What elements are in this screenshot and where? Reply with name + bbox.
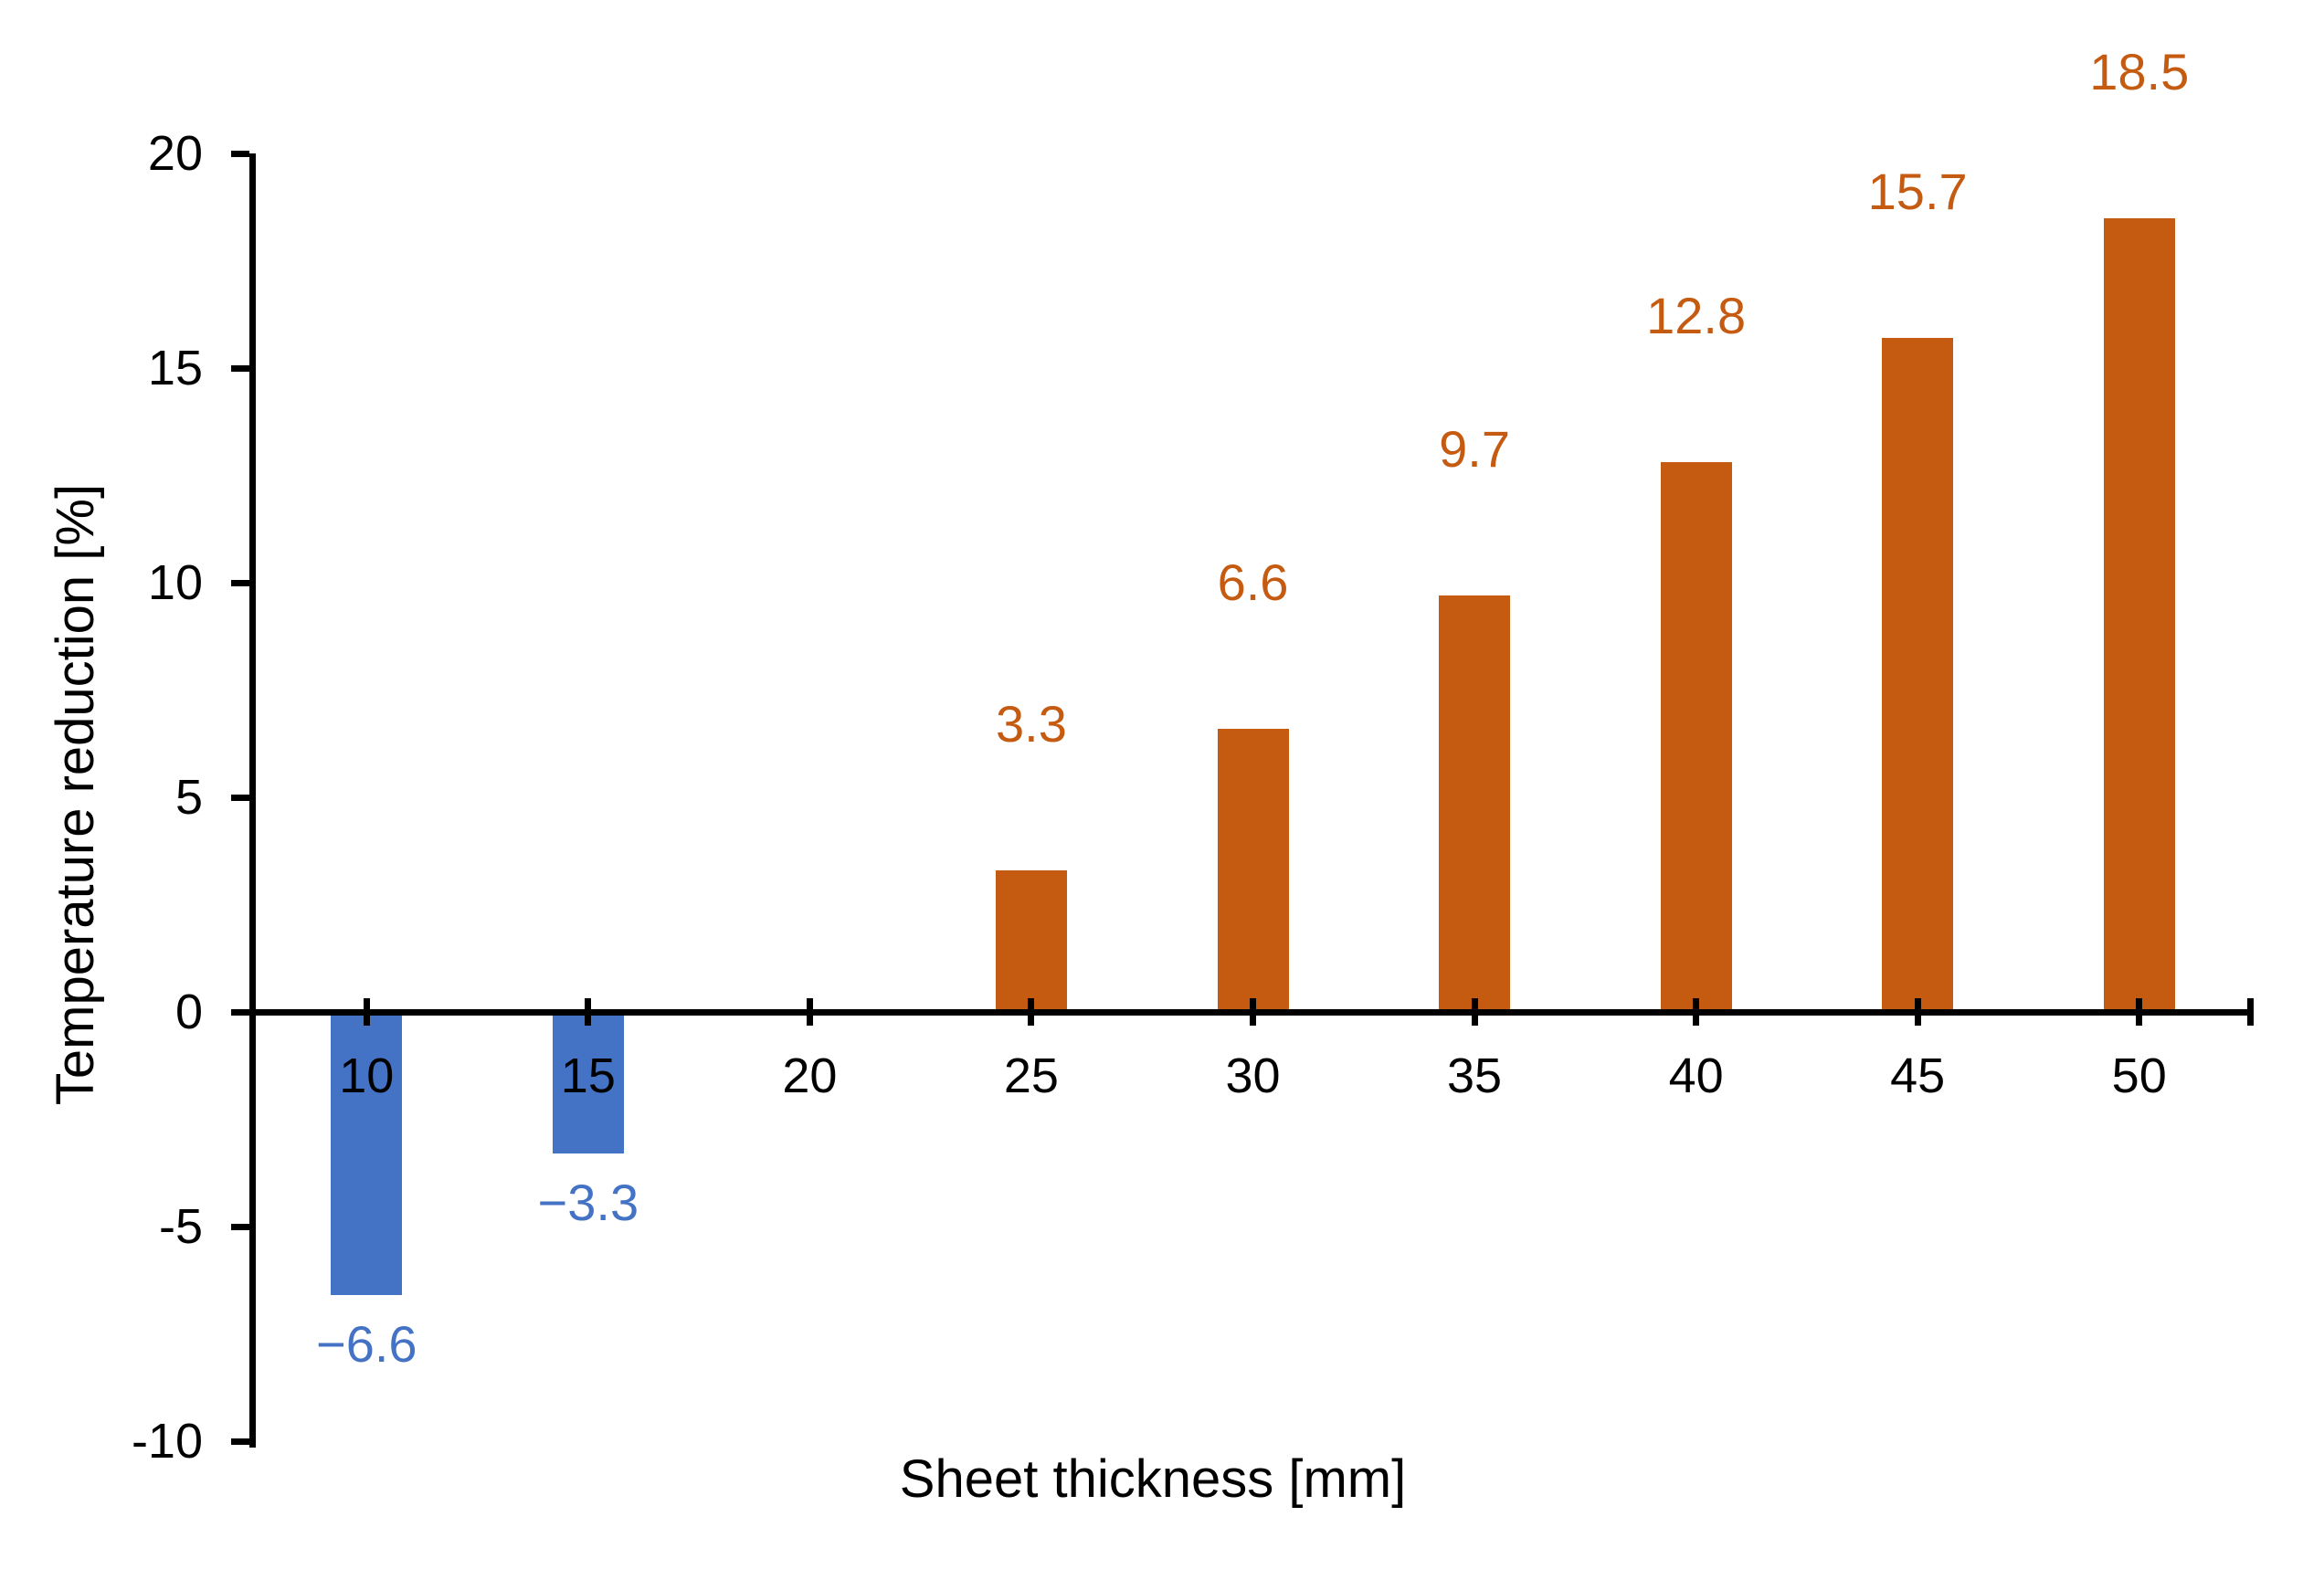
y-tick-label: -10 — [131, 1414, 203, 1469]
category-label: 15 — [560, 1048, 616, 1103]
category-tick — [2136, 998, 2143, 1026]
data-label: 3.3 — [996, 694, 1067, 753]
data-label: 9.7 — [1439, 420, 1510, 479]
x-axis-end-tick — [2246, 998, 2254, 1026]
y-axis-tick — [231, 1008, 249, 1016]
y-tick-label: 20 — [147, 126, 203, 181]
category-tick — [585, 998, 592, 1026]
y-axis-tick — [231, 579, 249, 586]
category-tick — [1914, 998, 1921, 1026]
x-axis-title: Sheet thickness [mm] — [899, 1449, 1407, 1509]
y-axis-line — [249, 153, 256, 1448]
y-axis-title: Temperature reduction [%] — [46, 483, 105, 1106]
data-label: −3.3 — [537, 1174, 639, 1232]
category-label: 25 — [1003, 1048, 1059, 1103]
bar-25 — [995, 869, 1067, 1012]
category-tick — [1028, 998, 1035, 1026]
bar-15 — [552, 1012, 624, 1154]
category-label: 10 — [339, 1048, 395, 1103]
y-axis-tick — [231, 364, 249, 372]
category-label: 50 — [2111, 1048, 2167, 1103]
category-label: 30 — [1225, 1048, 1281, 1103]
data-label: 15.7 — [1867, 163, 1968, 221]
y-tick-label: 5 — [174, 770, 203, 825]
bar-30 — [1217, 728, 1289, 1012]
y-tick-label: 0 — [174, 985, 203, 1039]
y-axis-tick — [231, 1438, 249, 1445]
y-tick-label: 15 — [147, 341, 203, 395]
bar-35 — [1439, 595, 1511, 1012]
y-axis-tick — [231, 150, 249, 157]
category-tick — [1250, 998, 1256, 1026]
bar-40 — [1660, 462, 1732, 1012]
data-label: 18.5 — [2089, 42, 2190, 100]
bar-50 — [2103, 217, 2175, 1012]
data-label: 12.8 — [1646, 287, 1747, 345]
y-tick-label: -5 — [158, 1199, 203, 1254]
data-label: −6.6 — [315, 1315, 417, 1374]
category-tick — [1471, 998, 1478, 1026]
bar-10 — [331, 1012, 403, 1296]
category-label: 35 — [1447, 1048, 1503, 1103]
bar-45 — [1882, 338, 1954, 1012]
category-tick — [806, 998, 813, 1026]
category-tick — [1693, 998, 1700, 1026]
category-label: 40 — [1668, 1048, 1724, 1103]
category-label: 20 — [782, 1048, 838, 1103]
y-axis-tick — [231, 1223, 249, 1230]
data-label: 6.6 — [1217, 553, 1289, 611]
y-axis-tick — [231, 794, 249, 801]
y-tick-label: 10 — [147, 555, 203, 610]
category-label: 45 — [1890, 1048, 1946, 1103]
category-tick — [363, 998, 370, 1026]
